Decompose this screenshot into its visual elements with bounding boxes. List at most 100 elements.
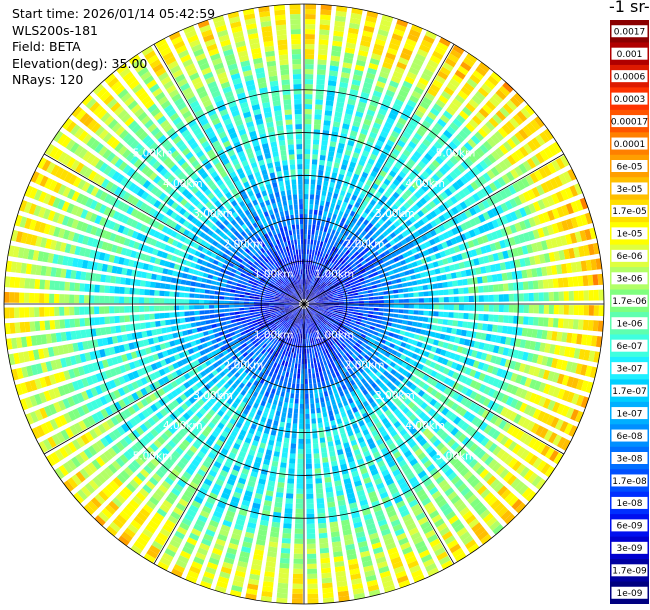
- range-gate-cell: [318, 532, 328, 539]
- range-gate-cell: [468, 428, 478, 438]
- range-gate-cell: [82, 417, 92, 429]
- range-gate-cell: [197, 344, 204, 351]
- range-gate-cell: [360, 550, 371, 558]
- range-gate-cell: [298, 443, 304, 449]
- range-gate-cell: [135, 491, 146, 502]
- range-gate-cell: [134, 314, 140, 322]
- range-gate-cell: [255, 350, 261, 356]
- range-gate-cell: [283, 257, 288, 263]
- range-gate-cell: [185, 422, 194, 430]
- range-gate-cell: [149, 372, 157, 381]
- range-gate-cell: [383, 451, 391, 459]
- range-gate-cell: [332, 313, 338, 317]
- range-gate-cell: [225, 510, 236, 518]
- range-gate-cell: [339, 390, 345, 397]
- range-gate-cell: [434, 363, 441, 371]
- range-gate-cell: [304, 329, 306, 334]
- range-gate-cell: [34, 409, 44, 421]
- range-gate-cell: [223, 367, 230, 374]
- range-gate-cell: [149, 58, 162, 69]
- range-gate-cell: [225, 179, 233, 187]
- range-gate-cell: [475, 419, 484, 429]
- range-gate-cell: [249, 573, 260, 581]
- range-gate-cell: [137, 262, 145, 269]
- range-gate-cell: [409, 345, 416, 352]
- range-gate-cell: [306, 308, 310, 313]
- range-gate-cell: [294, 322, 297, 328]
- range-gate-cell: [327, 321, 333, 326]
- range-gate-cell: [62, 229, 71, 240]
- range-gate-cell: [413, 508, 424, 517]
- range-gate-cell: [155, 488, 166, 498]
- range-gate-cell: [134, 288, 140, 295]
- range-gate-cell: [34, 378, 43, 390]
- range-gate-cell: [62, 398, 71, 409]
- range-gate-cell: [58, 371, 66, 382]
- range-gate-cell: [302, 339, 304, 344]
- range-gate-cell: [186, 274, 193, 280]
- range-gate-cell: [219, 345, 226, 352]
- range-gate-cell: [365, 345, 371, 351]
- range-gate-cell: [173, 353, 181, 361]
- range-gate-cell: [170, 511, 181, 520]
- range-gate-cell: [29, 187, 38, 199]
- range-gate-cell: [270, 531, 279, 538]
- range-gate-cell: [432, 339, 440, 346]
- range-gate-cell: [152, 473, 162, 483]
- range-gate-cell: [492, 378, 500, 388]
- range-gate-cell: [344, 331, 350, 336]
- range-gate-cell: [199, 464, 209, 473]
- range-gate-cell: [153, 454, 163, 464]
- range-gate-cell: [137, 412, 146, 421]
- range-gate-cell: [104, 316, 110, 325]
- range-gate-cell: [322, 457, 329, 463]
- range-gate-cell: [85, 402, 95, 413]
- range-gate-cell: [82, 341, 89, 350]
- range-gate-cell: [259, 201, 266, 208]
- range-gate-cell: [49, 280, 56, 290]
- range-gate-cell: [209, 269, 215, 275]
- range-gate-cell: [129, 306, 135, 313]
- range-gate-cell: [341, 343, 347, 349]
- range-gate-cell: [269, 297, 275, 300]
- range-gate-cell: [19, 292, 25, 303]
- range-gate-cell: [113, 105, 125, 116]
- range-gate-cell: [188, 532, 200, 542]
- range-gate-cell: [397, 359, 404, 366]
- range-gate-cell: [239, 291, 246, 295]
- range-gate-cell: [224, 211, 231, 219]
- range-gate-cell: [233, 326, 239, 331]
- range-gate-cell: [243, 143, 252, 150]
- range-gate-cell: [27, 249, 35, 260]
- range-gate-cell: [475, 351, 483, 360]
- range-gate-cell: [456, 384, 465, 393]
- range-gate-cell: [235, 146, 243, 153]
- range-gate-cell: [153, 230, 161, 239]
- range-gate-cell: [357, 540, 368, 548]
- range-gate-cell: [271, 324, 277, 329]
- range-gate-cell: [243, 337, 250, 342]
- range-gate-cell: [576, 333, 583, 345]
- range-gate-cell: [152, 210, 161, 219]
- range-gate-cell: [87, 340, 94, 349]
- range-gate-cell: [178, 352, 185, 359]
- range-gate-cell: [353, 336, 359, 342]
- range-gate-cell: [204, 38, 216, 47]
- range-gate-cell: [156, 250, 164, 258]
- range-gate-cell: [348, 434, 356, 442]
- range-gate-cell: [284, 305, 290, 306]
- range-gate-cell: [427, 534, 439, 544]
- range-gate-cell: [481, 409, 490, 419]
- range-gate-cell: [247, 583, 259, 591]
- range-gate-cell: [239, 339, 246, 345]
- range-gate-cell: [101, 178, 110, 189]
- range-gate-cell: [240, 133, 248, 141]
- range-gate-cell: [311, 423, 317, 429]
- range-gate-cell: [54, 449, 65, 461]
- range-gate-cell: [141, 165, 150, 175]
- range-gate-cell: [187, 34, 199, 44]
- range-gate-cell: [285, 329, 289, 335]
- range-gate-cell: [279, 467, 287, 473]
- range-gate-cell: [316, 493, 324, 499]
- range-gate-cell: [169, 340, 176, 347]
